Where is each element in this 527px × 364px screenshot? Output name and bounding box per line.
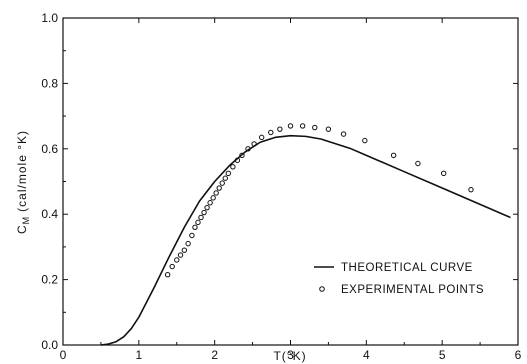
experimental-point [245,146,251,152]
y-tick-label: 0.4 [41,207,58,221]
experimental-point [204,204,210,211]
experimental-point [185,240,191,247]
experimental-point [312,124,318,131]
series-layer [100,123,511,346]
experimental-point [189,232,195,239]
experimental-point [299,123,306,129]
experimental-point [216,185,222,191]
experimental-point [340,131,347,137]
experimental-point [174,257,180,263]
experimental-point [192,224,198,230]
y-axis-title-main: C [15,224,29,234]
x-axis-ticks: 0 1 2 3 4 5 6 [60,18,522,362]
experimental-point [213,190,219,196]
experimental-point [258,134,265,141]
y-axis-title: CM (cal/mole °K) [15,130,31,234]
experimental-point [390,152,397,159]
experimental-point [239,152,245,159]
x-tick-label: 4 [363,348,370,362]
experimental-point [201,209,207,216]
experimental-point [230,164,236,170]
y-tick-label: 0.0 [41,338,58,352]
y-tick-label: 0.8 [41,76,58,90]
y-tick-label: 0.2 [41,273,58,287]
y-tick-label: 0.6 [41,142,58,156]
experimental-point [195,219,201,226]
experimental-point [210,195,216,201]
experimental-point [251,141,257,147]
experimental-point [169,263,175,270]
experimental-point [362,137,368,144]
experimental-point [177,252,184,258]
legend-point-swatch [319,286,325,292]
experimental-point [440,170,447,177]
experimental-point [222,175,228,181]
x-tick-label: 2 [211,348,218,362]
experimental-point [181,247,188,253]
x-tick-label: 5 [439,348,446,362]
x-axis-title: T(°K) [273,349,306,363]
experimental-point [225,170,232,177]
experimental-point [325,126,332,132]
experimental-point [219,180,225,186]
x-tick-label: 3 [287,348,294,362]
x-tick-label: 0 [60,348,67,362]
y-axis-ticks: 0.0 0.2 0.4 0.6 0.8 1.0 [41,11,518,352]
experimental-point [207,200,213,206]
y-axis-title-subscript: M [21,216,31,225]
legend-label-theoretical: THEORETICAL CURVE [341,262,473,274]
experimental-point [415,160,421,167]
experimental-point [234,157,241,163]
x-tick-label: 6 [515,348,522,362]
experimental-point [198,214,204,221]
x-tick-label: 1 [135,348,142,362]
experimental-point [287,123,294,129]
y-tick-label: 1.0 [41,11,58,25]
experimental-point [268,129,274,136]
legend: THEORETICAL CURVE EXPERIMENTAL POINTS [314,262,484,296]
experimental-point [164,271,171,278]
y-axis-title-units: (cal/mole °K) [15,130,29,212]
legend-label-experimental: EXPERIMENTAL POINTS [341,284,484,296]
experimental-point [468,186,474,193]
theoretical-curve-line [100,134,511,346]
experimental-point [277,126,283,132]
